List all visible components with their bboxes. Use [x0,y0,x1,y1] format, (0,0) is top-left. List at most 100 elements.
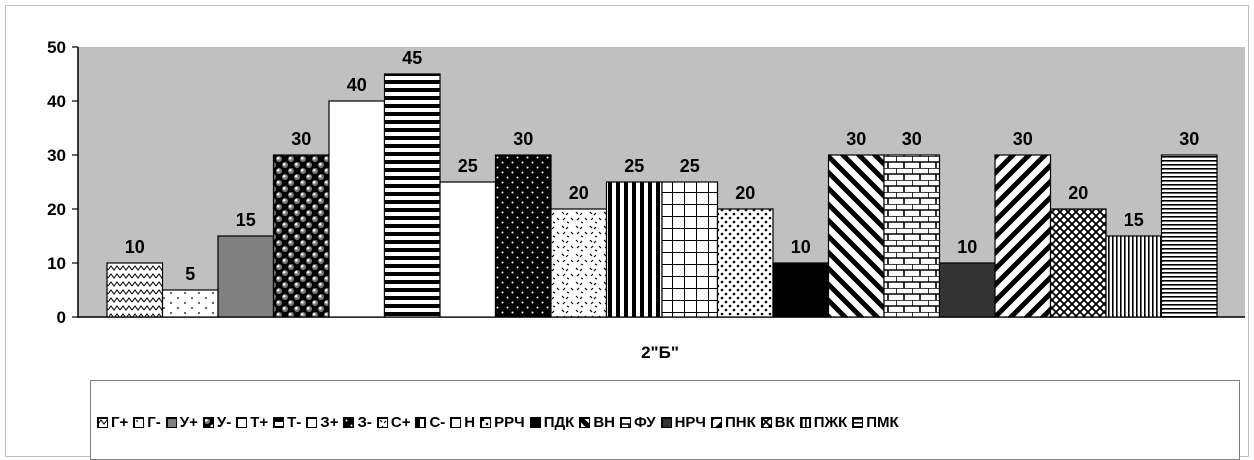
legend-item: НРЧ [660,414,706,431]
legend-item: РРЧ [480,414,525,431]
data-label: 30 [1013,129,1033,149]
legend-item: ВН [579,414,615,431]
data-label: 20 [735,183,755,203]
data-label: 30 [846,129,866,149]
legend-swatch [273,417,285,428]
y-tick-label: 40 [47,92,66,111]
bar-З- [494,154,552,318]
bar-РРЧ [716,208,774,318]
legend-label: ПМК [866,414,899,431]
legend-label: Г+ [111,414,129,431]
legend-label: РРЧ [494,414,525,431]
bar-Т- [383,73,441,318]
legend-swatch [760,417,772,428]
data-label: 30 [902,129,922,149]
data-label: 25 [624,156,644,176]
legend-label: ФУ [634,414,656,431]
legend-item: З- [343,414,372,431]
bar-У+ [217,235,275,318]
legend-swatch [343,417,355,428]
data-label: 10 [791,237,811,257]
legend-item: У- [202,414,232,431]
data-label: 10 [957,237,977,257]
bar-chart: 0 10 20 30 40 50 10 5 15 30 40 45 25 30 20 25 25 20 10 30 3… [47,38,1245,362]
legend-label: ПНК [724,414,756,431]
legend-swatch [376,417,388,428]
data-label: 5 [185,264,195,284]
legend-label: Н [464,414,476,431]
data-label: 30 [291,129,311,149]
legend-label: С+ [390,414,411,431]
legend-items: Г+ Г- У+ У- Т+ Т- З+ З- С+ С- Н РРЧ ПДК ВН ФУ НРЧ ПНК ВК П… [97,414,904,431]
legend-label: Т- [287,414,302,431]
legend-item: Н [450,414,475,431]
bar-Т+ [328,100,386,318]
y-tick-label: 10 [47,254,66,273]
legend-item: Т- [273,414,301,431]
legend-item: ПЖК [799,414,848,431]
bar-НРЧ [938,262,996,318]
legend-swatch [306,417,318,428]
legend: Г+ Г- У+ У- Т+ Т- З+ З- С+ С- Н РРЧ ПДК ВН ФУ НРЧ ПНК ВК П… [90,380,1240,460]
legend-item: У+ [165,414,198,431]
legend-swatch [133,417,145,428]
legend-swatch [710,417,722,428]
x-axis-label: 2"Б" [641,343,679,362]
legend-label: НРЧ [674,414,706,431]
data-label: 25 [680,156,700,176]
legend-item: ФУ [620,414,656,431]
legend-label: Г- [147,414,161,431]
legend-label: З+ [320,414,339,431]
bar-series [106,73,1218,318]
bar-ПЖК [1105,235,1163,318]
bar-ВН [827,154,885,318]
bar-С+ [550,208,608,318]
y-tick-label: 0 [57,308,66,327]
data-label: 10 [125,237,145,257]
y-tick-label: 30 [47,146,66,165]
legend-swatch [202,417,214,428]
legend-swatch [579,417,591,428]
legend-item: ПДК [529,414,575,431]
legend-label: ВК [774,414,795,431]
bar-У- [272,154,330,318]
data-label: 20 [1068,183,1088,203]
legend-label: ВН [593,414,615,431]
legend-item: ПМК [852,414,899,431]
bar-ПДК [772,262,830,318]
legend-item: З+ [306,414,338,431]
data-labels: 10 5 15 30 40 45 25 30 20 25 25 20 10 30 30 10 30 20 15 30 [125,48,1200,284]
bar-Г- [161,289,219,318]
legend-item: ВК [760,414,795,431]
legend-label: У- [216,414,232,431]
bar-Г+ [106,262,164,318]
legend-swatch [236,417,248,428]
legend-label: З- [357,414,372,431]
bar-С- [605,181,663,318]
data-label: 30 [1179,129,1199,149]
legend-swatch [620,417,631,428]
legend-swatch [529,417,541,428]
legend-swatch [165,417,177,428]
legend-item: Т+ [236,414,268,431]
data-label: 25 [458,156,478,176]
y-tick-label: 50 [47,38,66,57]
bar-ПНК [994,154,1052,318]
bar-Н [661,181,719,318]
legend-label: У+ [179,414,198,431]
legend-label: ПЖК [813,414,848,431]
bar-ФУ [883,154,941,318]
legend-label: Т+ [250,414,269,431]
data-label: 15 [236,210,256,230]
legend-item: Г+ [97,414,128,431]
bar-ВК [1049,208,1107,318]
legend-swatch [480,417,492,428]
bar-ПМК [1160,154,1218,318]
data-label: 40 [347,75,367,95]
legend-item: С+ [376,414,411,431]
bar-З+ [439,181,497,318]
data-label: 30 [513,129,533,149]
legend-swatch [660,417,672,428]
legend-label: ПДК [543,414,575,431]
legend-swatch [415,417,427,428]
